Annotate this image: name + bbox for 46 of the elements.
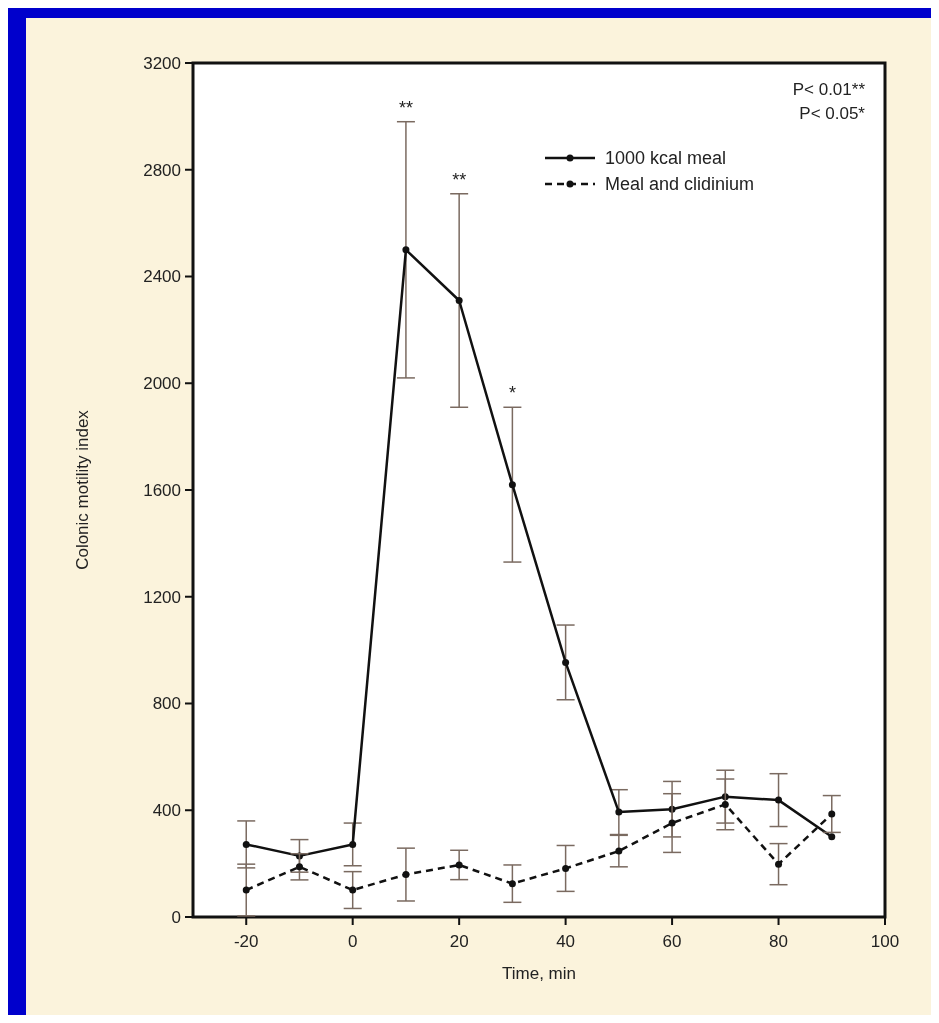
y-tick-label: 1200 <box>143 587 181 607</box>
y-tick-label: 800 <box>152 694 181 714</box>
y-tick-label: 2000 <box>143 374 181 394</box>
point <box>349 886 357 894</box>
point <box>721 800 729 808</box>
point <box>402 246 410 254</box>
x-tick-label: 20 <box>449 932 469 951</box>
point <box>615 847 623 855</box>
y-tick-label: 3200 <box>143 53 181 73</box>
point <box>828 833 836 841</box>
annotation: ** <box>398 97 413 118</box>
point <box>562 864 570 872</box>
point <box>615 808 623 816</box>
annotation: * <box>508 383 516 404</box>
point <box>349 840 357 848</box>
x-tick-label: 40 <box>556 932 576 951</box>
y-tick-label: 1600 <box>143 480 181 500</box>
point <box>455 861 463 869</box>
x-tick-label: 100 <box>870 932 900 951</box>
point <box>295 863 303 871</box>
y-axis-title: Colonic motility index <box>73 409 92 570</box>
legend-label: 1000 kcal meal <box>605 148 727 169</box>
x-tick-label: 80 <box>769 932 788 951</box>
point <box>828 810 836 818</box>
point <box>402 871 410 879</box>
point <box>242 840 250 848</box>
y-tick-label: 2800 <box>143 160 181 180</box>
annotation: P< 0.05* <box>799 104 866 123</box>
y-tick-label: 400 <box>152 801 181 821</box>
x-tick-label: 60 <box>662 932 682 951</box>
annotation: P< 0.01** <box>792 80 866 99</box>
point <box>775 796 783 804</box>
x-axis-title: Time, min <box>502 964 576 983</box>
point <box>242 886 250 894</box>
point <box>668 819 676 827</box>
point <box>455 297 463 305</box>
y-tick-label: 2400 <box>143 267 181 287</box>
point <box>775 860 783 868</box>
x-tick-label: 0 <box>347 932 358 951</box>
annotation: ** <box>452 169 467 190</box>
x-tick-label: -20 <box>233 932 259 951</box>
point <box>508 880 516 888</box>
legend-label: Meal and clidinium <box>605 174 755 195</box>
point <box>562 658 570 666</box>
y-tick-label: 0 <box>171 907 181 927</box>
point <box>508 481 516 489</box>
